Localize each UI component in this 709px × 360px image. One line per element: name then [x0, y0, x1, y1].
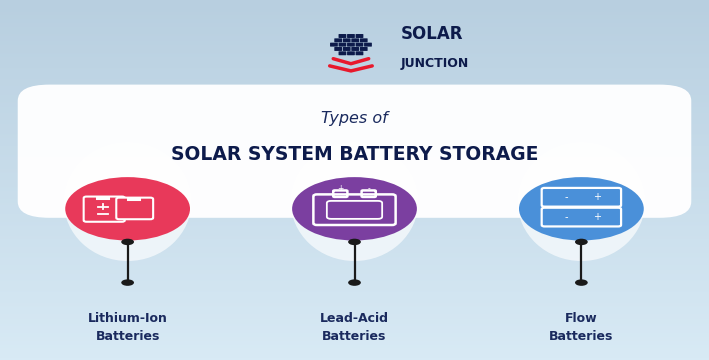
Ellipse shape [64, 142, 191, 261]
FancyBboxPatch shape [330, 42, 337, 46]
Text: -: - [367, 184, 370, 193]
Text: SOLAR: SOLAR [401, 25, 463, 43]
Text: Types of: Types of [321, 111, 388, 126]
FancyBboxPatch shape [335, 47, 342, 51]
Text: +: + [337, 184, 343, 193]
Circle shape [121, 279, 134, 286]
Text: +: + [593, 212, 601, 222]
Text: Flow
Batteries: Flow Batteries [549, 312, 613, 343]
Text: +: + [593, 192, 601, 202]
FancyBboxPatch shape [347, 51, 354, 55]
FancyBboxPatch shape [116, 198, 153, 219]
FancyBboxPatch shape [343, 38, 350, 42]
Text: -: - [564, 192, 567, 202]
FancyBboxPatch shape [335, 38, 342, 42]
Text: -: - [564, 212, 567, 222]
Text: SOLAR SYSTEM BATTERY STORAGE: SOLAR SYSTEM BATTERY STORAGE [171, 145, 538, 163]
Text: Lead-Acid
Batteries: Lead-Acid Batteries [320, 312, 389, 343]
FancyBboxPatch shape [356, 42, 364, 46]
FancyBboxPatch shape [347, 42, 354, 46]
Circle shape [519, 177, 644, 240]
FancyBboxPatch shape [347, 34, 354, 38]
Ellipse shape [518, 142, 645, 261]
Ellipse shape [291, 142, 418, 261]
FancyBboxPatch shape [360, 38, 368, 42]
FancyBboxPatch shape [352, 38, 359, 42]
FancyBboxPatch shape [343, 47, 350, 51]
Circle shape [65, 177, 190, 240]
Circle shape [575, 279, 588, 286]
Circle shape [575, 239, 588, 245]
Circle shape [121, 239, 134, 245]
FancyBboxPatch shape [356, 51, 364, 55]
FancyBboxPatch shape [339, 51, 346, 55]
FancyBboxPatch shape [356, 34, 364, 38]
Text: JUNCTION: JUNCTION [401, 57, 469, 69]
Circle shape [348, 279, 361, 286]
FancyBboxPatch shape [339, 42, 346, 46]
FancyBboxPatch shape [339, 34, 346, 38]
FancyBboxPatch shape [364, 42, 372, 46]
Circle shape [348, 239, 361, 245]
Circle shape [292, 177, 417, 240]
FancyBboxPatch shape [352, 47, 359, 51]
Text: Lithium-Ion
Batteries: Lithium-Ion Batteries [88, 312, 167, 343]
FancyBboxPatch shape [18, 85, 691, 218]
FancyBboxPatch shape [360, 47, 368, 51]
